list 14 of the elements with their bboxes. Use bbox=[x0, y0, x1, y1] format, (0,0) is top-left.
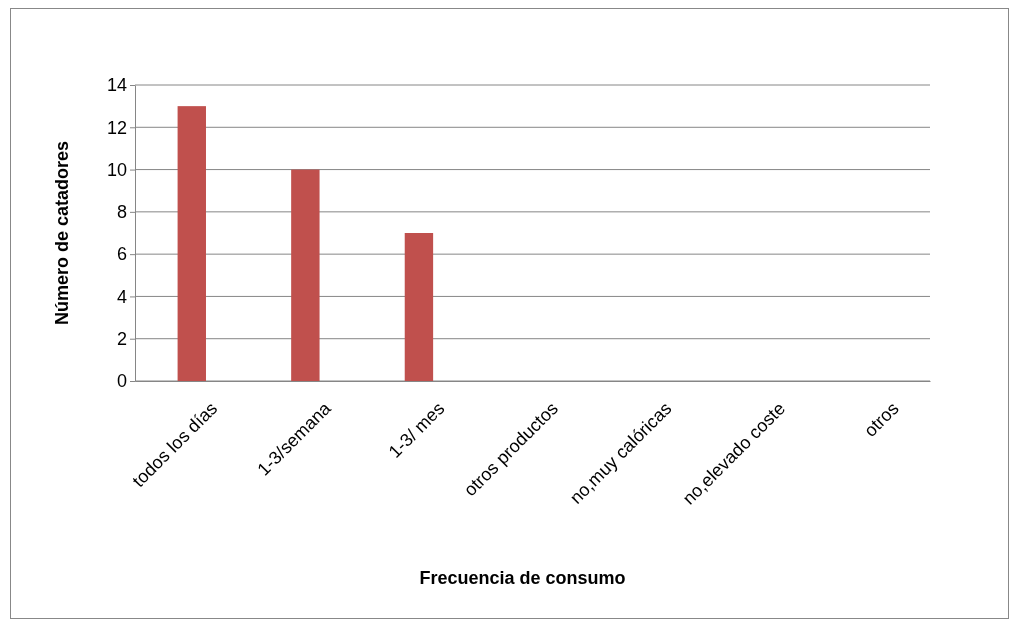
y-axis-title: Número de catadores bbox=[52, 140, 72, 326]
y-tick-label: 8 bbox=[116, 202, 127, 223]
x-tick-label: 1-3/ mes bbox=[384, 398, 449, 462]
x-axis-title: Frecuencia de consumo bbox=[419, 568, 626, 588]
y-tick-label: 14 bbox=[106, 75, 127, 96]
y-tick-label: 0 bbox=[116, 371, 127, 392]
bar bbox=[291, 169, 320, 381]
y-tick-label: 6 bbox=[116, 244, 127, 265]
y-tick-label: 2 bbox=[116, 328, 127, 349]
y-tick-label: 12 bbox=[106, 117, 127, 138]
bar bbox=[177, 106, 206, 381]
y-tick-label: 4 bbox=[116, 286, 127, 307]
bar bbox=[404, 233, 434, 381]
y-tick-label: 10 bbox=[106, 159, 127, 180]
